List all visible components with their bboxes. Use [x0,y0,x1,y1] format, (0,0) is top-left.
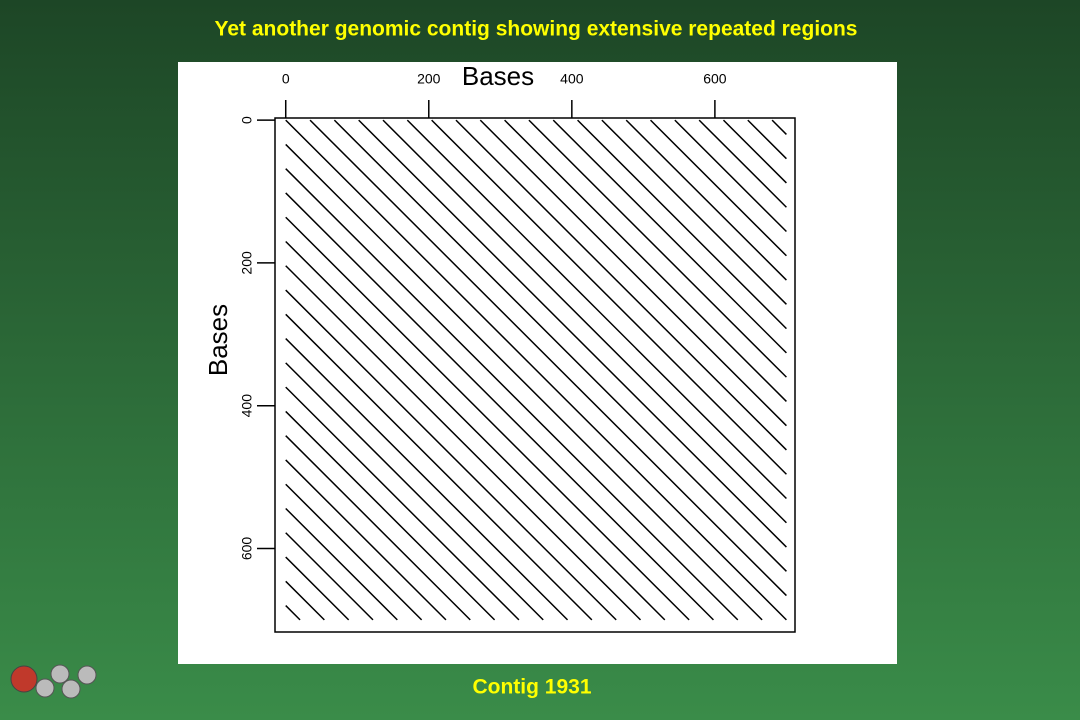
repeat-diagonal [455,119,787,451]
x-axis-label: Bases [462,61,534,91]
repeat-diagonal [285,580,325,621]
repeat-diagonal [285,459,447,621]
x-tick-label: 600 [703,71,727,87]
repeat-diagonal [285,168,739,621]
repeat-diagonal [649,119,787,257]
repeat-diagonal [552,119,787,354]
repeat-diagonal [358,119,787,548]
repeat-diagonal [285,435,471,621]
y-tick-label: 600 [239,537,255,561]
logo [10,664,97,699]
repeat-diagonal [285,119,787,621]
repeat-diagonal [285,240,666,621]
repeat-diagonal [309,119,787,597]
repeat-diagonal [382,119,787,524]
plot-frame [274,117,796,633]
x-tick-label: 400 [560,71,584,87]
repeat-diagonal [504,119,787,402]
repeat-diagonal [285,605,301,621]
repeat-diagonal [285,507,398,621]
repeat-diagonal [528,119,787,378]
plot-panel [178,62,897,664]
repeat-diagonal [771,119,787,135]
repeat-diagonal [285,143,763,621]
repeat-diagonal [285,483,423,621]
repeat-diagonal [285,289,617,621]
footer: Contig 1931 [472,676,591,699]
repeat-diagonal [285,410,496,621]
repeat-diagonal [285,532,374,621]
repeat-diagonal [577,119,787,330]
repeat-diagonal [406,119,787,500]
repeat-diagonal [698,119,787,208]
x-tick-label: 200 [417,71,441,87]
repeat-diagonal [285,192,714,621]
repeat-diagonal [285,216,690,621]
repeat-diagonal [722,119,787,184]
repeat-diagonal [431,119,787,475]
y-tick-label: 400 [239,394,255,418]
y-axis-label: Bases [203,304,233,376]
y-tick-label: 0 [239,116,255,124]
repeat-diagonal [285,362,544,621]
y-tick-label: 200 [239,251,255,275]
repeat-diagonal [285,556,350,621]
repeat-diagonal [674,119,787,233]
repeat-diagonal [479,119,787,427]
repeat-diagonal [285,338,569,621]
repeat-diagonal [285,265,642,621]
repeat-diagonal [747,119,787,160]
repeat-diagonal [601,119,787,305]
x-tick-label: 0 [282,71,290,87]
repeat-diagonal [625,119,787,281]
repeat-diagonal [285,386,520,621]
slide-title: Yet another genomic contig showing exten… [215,18,858,41]
repeat-diagonal [333,119,787,572]
repeat-diagonal [285,313,593,621]
